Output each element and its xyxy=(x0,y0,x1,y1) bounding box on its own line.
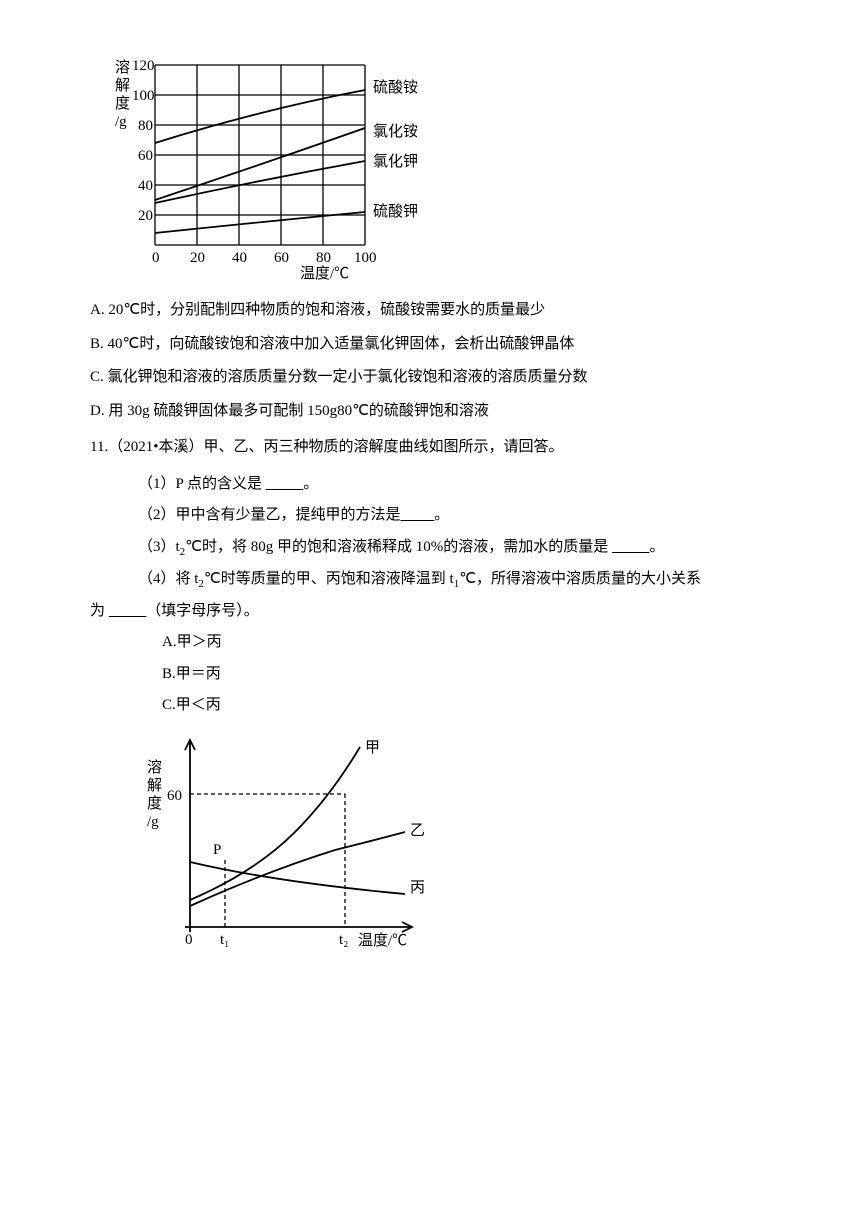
svg-text:溶: 溶 xyxy=(115,59,130,76)
svg-text:60: 60 xyxy=(274,250,289,266)
chart1-xlabel: 温度/℃ xyxy=(300,265,349,280)
svg-text:解: 解 xyxy=(115,77,130,94)
chart2-xlabel: 温度/℃ xyxy=(358,932,407,949)
q11-part4-line1: （4）将 t2℃时等质量的甲、丙饱和溶液降温到 t1℃，所得溶液中溶质质量的大小… xyxy=(90,564,770,596)
q11-part4-line2: 为 （填字母序号）。 xyxy=(90,596,770,628)
svg-text:t₁: t₁ xyxy=(220,932,229,948)
svg-text:t₂: t₂ xyxy=(339,932,348,948)
solubility-chart-1: 硫酸铵 氯化铵 氯化钾 硫酸钾 120 100 80 60 40 20 0 20… xyxy=(110,50,770,280)
chart2-svg: 溶 解 度 /g 60 P 0 t₁ t₂ 温度/℃ 甲 乙 丙 xyxy=(135,732,455,962)
svg-text:100: 100 xyxy=(354,250,377,266)
svg-text:度: 度 xyxy=(115,95,130,112)
q11-stem: 11.（2021•本溪）甲、乙、丙三种物质的溶解度曲线如图所示，请回答。 xyxy=(90,432,770,464)
svg-text:0: 0 xyxy=(185,932,193,948)
svg-text:溶: 溶 xyxy=(147,759,162,776)
series-label-1: 硫酸铵 xyxy=(373,79,418,96)
svg-text:度: 度 xyxy=(147,795,162,812)
series-bing: 丙 xyxy=(410,880,425,896)
solubility-chart-2: 溶 解 度 /g 60 P 0 t₁ t₂ 温度/℃ 甲 乙 丙 xyxy=(135,732,770,962)
q10-option-b: B. 40℃时，向硫酸铵饱和溶液中加入适量氯化钾固体，会析出硫酸钾晶体 xyxy=(90,329,770,361)
series-yi: 乙 xyxy=(410,823,425,839)
series-label-3: 氯化钾 xyxy=(373,153,418,170)
series-label-2: 氯化铵 xyxy=(373,123,418,140)
series-label-4: 硫酸钾 xyxy=(373,203,418,220)
p-label: P xyxy=(213,842,221,858)
q10-option-c: C. 氯化钾饱和溶液的溶质质量分数一定小于氯化铵饱和溶液的溶质质量分数 xyxy=(90,362,770,394)
svg-text:20: 20 xyxy=(190,250,205,266)
svg-text:120: 120 xyxy=(132,58,155,74)
chart2-ytick: 60 xyxy=(167,788,182,804)
svg-text:/g: /g xyxy=(115,114,127,130)
svg-text:20: 20 xyxy=(138,208,153,224)
chart1-svg: 硫酸铵 氯化铵 氯化钾 硫酸钾 120 100 80 60 40 20 0 20… xyxy=(110,50,440,280)
svg-text:60: 60 xyxy=(138,148,153,164)
q11-part1: （1）P 点的含义是 。 xyxy=(90,469,770,501)
svg-text:40: 40 xyxy=(232,250,247,266)
svg-text:解: 解 xyxy=(147,777,162,794)
q11-part2: （2）甲中含有少量乙，提纯甲的方法是 。 xyxy=(90,500,770,532)
q10-option-a: A. 20℃时，分别配制四种物质的饱和溶液，硫酸铵需要水的质量最少 xyxy=(90,295,770,327)
svg-text:40: 40 xyxy=(138,178,153,194)
q11-opt-b: B.甲＝丙 xyxy=(90,659,770,691)
q10-option-d: D. 用 30g 硫酸钾固体最多可配制 150g80℃的硫酸钾饱和溶液 xyxy=(90,396,770,428)
q11-opt-a: A.甲＞丙 xyxy=(90,627,770,659)
svg-text:100: 100 xyxy=(132,88,155,104)
q11-opt-c: C.甲＜丙 xyxy=(90,690,770,722)
svg-text:0: 0 xyxy=(152,250,160,266)
svg-text:80: 80 xyxy=(138,118,153,134)
series-jia: 甲 xyxy=(365,740,380,756)
q11-part3: （3）t2℃时，将 80g 甲的饱和溶液稀释成 10%的溶液，需加水的质量是 。 xyxy=(90,532,770,564)
svg-text:80: 80 xyxy=(316,250,331,266)
svg-text:/g: /g xyxy=(147,814,159,830)
